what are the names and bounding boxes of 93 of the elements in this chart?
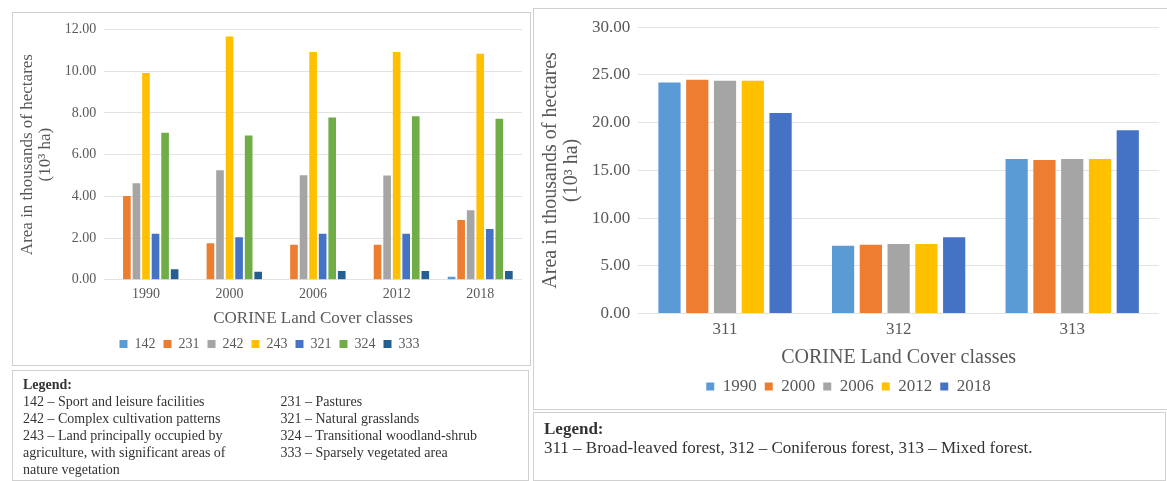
bar xyxy=(142,73,150,280)
legend-label: 142 xyxy=(134,335,156,351)
bar xyxy=(216,170,224,280)
y-tick-label: 12.00 xyxy=(64,21,97,37)
legend-label: 2006 xyxy=(839,375,874,395)
bar xyxy=(466,210,475,280)
bar xyxy=(658,82,681,314)
y-tick-label: 30.00 xyxy=(592,16,631,36)
legend-label: 242 xyxy=(222,335,244,351)
bar xyxy=(943,237,966,314)
y-tick-label: 25.00 xyxy=(592,64,631,84)
x-tick-label: 2006 xyxy=(299,285,328,301)
bar xyxy=(392,51,401,280)
legend-label: 2018 xyxy=(956,375,991,395)
bar xyxy=(411,116,420,280)
y-tick-label: 0.00 xyxy=(600,303,631,323)
y-tick-label: 2.00 xyxy=(71,229,97,245)
x-axis-title: CORINE Land Cover classes xyxy=(213,308,413,328)
bar xyxy=(686,79,709,314)
bar xyxy=(373,244,382,280)
y-tick-label: 10.00 xyxy=(592,207,631,227)
bar xyxy=(1005,158,1028,314)
x-tick-label: 312 xyxy=(885,319,912,339)
bar xyxy=(1061,158,1084,314)
y-tick-label: 4.00 xyxy=(71,188,97,204)
bar xyxy=(290,244,298,280)
y-tick-label: 20.00 xyxy=(592,112,631,132)
bar xyxy=(713,80,737,314)
bar xyxy=(254,271,263,280)
bar xyxy=(337,271,346,280)
bar xyxy=(299,175,308,280)
legend-label: 324 xyxy=(354,335,376,351)
legend-label: 2012 xyxy=(898,375,933,395)
bar xyxy=(741,80,764,314)
text: 242 – Complex cultivation patterns xyxy=(23,410,222,427)
bar xyxy=(485,228,494,280)
bar xyxy=(151,233,160,280)
bar xyxy=(859,244,882,314)
bar xyxy=(421,271,430,280)
x-tick-label: 311 xyxy=(712,319,738,339)
x-tick-label: 2000 xyxy=(215,285,244,301)
legend-label: 2000 xyxy=(781,375,816,395)
y-tick-label: 10.00 xyxy=(64,62,97,78)
bar xyxy=(457,219,465,280)
bar xyxy=(495,118,504,280)
bar xyxy=(123,195,131,280)
bar xyxy=(505,271,513,280)
x-tick-label: 2012 xyxy=(382,285,411,301)
bar xyxy=(1033,159,1056,314)
bar xyxy=(161,132,169,280)
bar xyxy=(887,243,910,314)
text: 321 – Natural grasslands xyxy=(280,410,421,427)
text: 231 – Pastures xyxy=(280,393,364,410)
x-axis-title: CORINE Land Cover classes xyxy=(781,345,1017,368)
y-tick-label: 15.00 xyxy=(592,159,631,179)
y-tick-label: 0.00 xyxy=(71,271,97,287)
text: 243 – Land principally occupied by agriculture, with significant areas of nature vegetation xyxy=(23,427,227,478)
bar xyxy=(402,233,411,280)
legend-label: 333 xyxy=(398,335,420,351)
x-tick-label: 313 xyxy=(1059,319,1085,339)
text: 324 – Transitional woodland-shrub xyxy=(280,427,478,444)
text: Legend: xyxy=(544,419,605,439)
bar xyxy=(915,243,938,314)
bar xyxy=(831,245,855,314)
bar xyxy=(476,53,485,280)
text: Legend: xyxy=(23,377,73,393)
bar xyxy=(1088,158,1112,314)
text: 311 – Broad-leaved forest, 312 – Coniferous forest, 313 – Mixed forest. xyxy=(544,438,1034,457)
bar xyxy=(1116,130,1139,314)
y-tick-label: 8.00 xyxy=(71,104,97,120)
legend-label: 231 xyxy=(178,335,200,351)
bar xyxy=(225,36,234,280)
bar xyxy=(328,117,337,280)
bar xyxy=(244,135,253,280)
bar xyxy=(235,237,243,280)
text: 142 – Sport and leisure facilities xyxy=(23,393,206,410)
x-tick-label: 2018 xyxy=(466,285,495,301)
bar xyxy=(206,243,215,280)
y-axis-title: Area in thousands of hectares (10³ ha) xyxy=(537,51,582,289)
bar xyxy=(769,113,792,314)
bar xyxy=(309,51,317,280)
legend-label: 321 xyxy=(310,335,332,351)
legend-label: 243 xyxy=(266,335,288,351)
bar xyxy=(318,233,327,280)
bar xyxy=(383,175,391,280)
x-tick-label: 1990 xyxy=(131,285,160,301)
bar xyxy=(132,183,141,280)
y-tick-label: 5.00 xyxy=(600,255,631,275)
y-axis-title: Area in thousands of hectares (10³ ha) xyxy=(17,54,55,256)
y-tick-label: 6.00 xyxy=(71,146,97,162)
legend-label: 1990 xyxy=(722,375,757,395)
text: 333 – Sparsely vegetated area xyxy=(280,444,449,461)
bar xyxy=(170,269,179,280)
